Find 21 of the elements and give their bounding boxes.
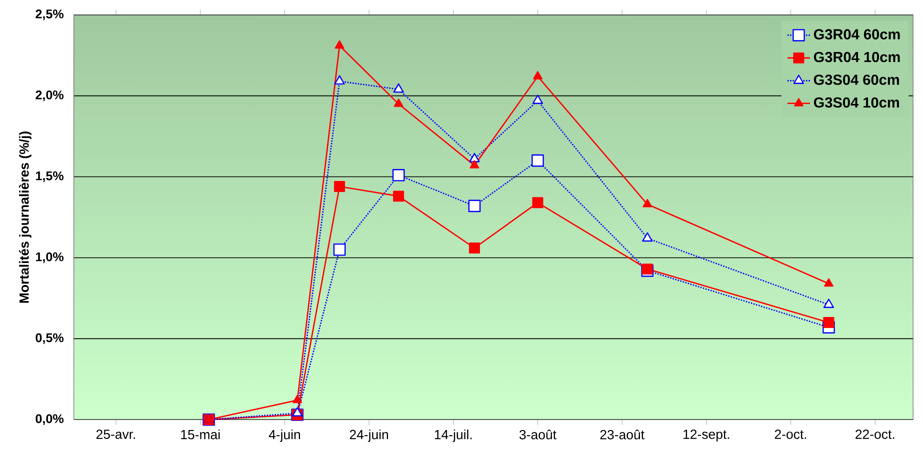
x-tick-label: 3-août: [519, 429, 556, 440]
x-tick-label: 14-juil.: [434, 429, 472, 442]
x-tick-label: 4-juin: [268, 429, 300, 442]
x-tick-label: 24-juin: [350, 429, 388, 442]
legend-label: G3S04 10cm: [814, 97, 899, 108]
x-tick-label: 2-oct.: [774, 429, 806, 439]
x-tick-label: 22-oct.: [856, 429, 894, 439]
y-tick-label: 1,5%: [36, 171, 64, 182]
y-tick-label: 1,0%: [36, 252, 64, 263]
x-tick-label: 25-avr.: [96, 429, 136, 439]
legend-label: G3R04 10cm: [814, 52, 900, 62]
x-tick-label: 15-mai: [181, 429, 220, 440]
legend-label: G3S04 60cm: [814, 74, 899, 85]
y-tick-label: 2,0%: [36, 90, 64, 102]
legend-label: G3R04 60cm: [814, 29, 900, 40]
x-tick-label: 23-août: [600, 429, 644, 440]
y-tick-label: 0,5%: [36, 333, 64, 344]
x-tick-label: 12-sept.: [684, 429, 730, 442]
y-axis-title: Mortalités journalières (%/j): [18, 131, 32, 303]
y-tick-label: 0,0%: [36, 414, 64, 425]
y-tick-label: 2,5%: [36, 9, 64, 20]
